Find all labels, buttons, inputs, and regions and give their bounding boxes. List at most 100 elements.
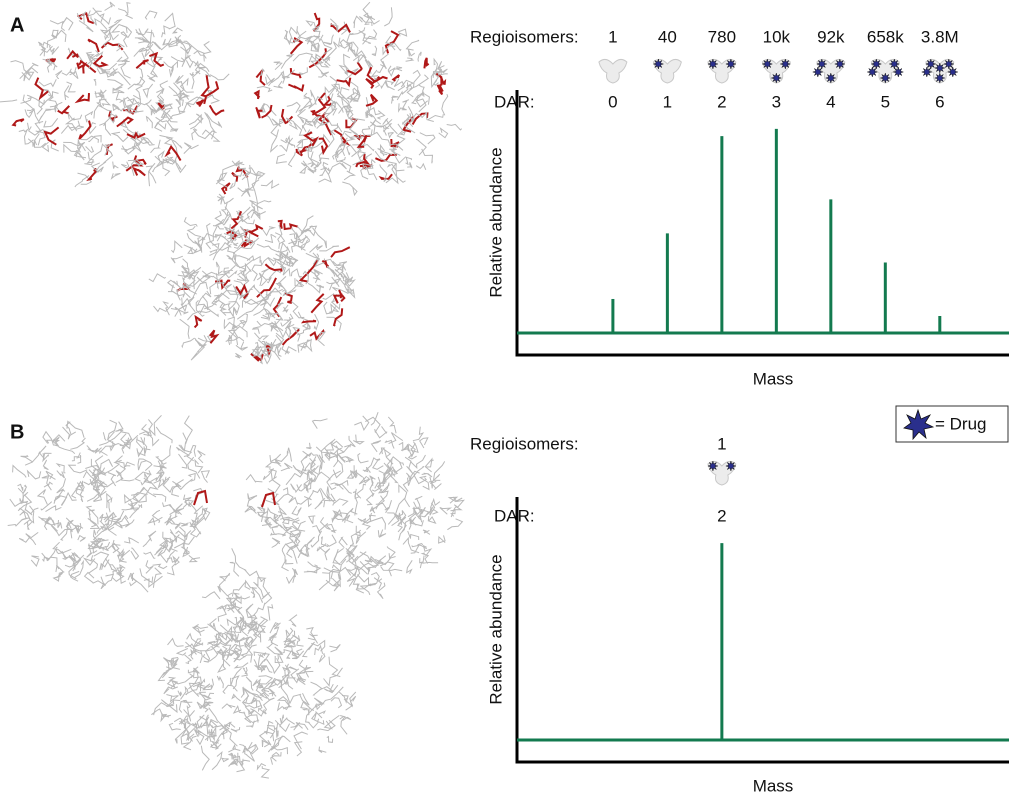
residue-highlight [311,92,327,116]
backbone [38,109,52,122]
backbone [121,503,135,511]
backbone [92,576,106,586]
backbone [182,283,197,299]
backbone [219,163,238,182]
backbone [352,153,373,166]
backbone [370,69,378,78]
backbone [74,175,90,188]
backbone [223,267,233,273]
backbone [397,512,407,525]
drug-star [866,66,879,78]
backbone [384,439,395,449]
backbone [306,465,319,481]
drug-star [888,58,901,70]
backbone [336,86,350,100]
backbone [287,151,296,168]
backbone [184,682,200,696]
backbone [394,66,403,72]
backbone [266,657,281,675]
backbone [331,573,341,588]
backbone [271,526,278,535]
residue-highlight [333,129,351,146]
regioisomer-count: 10k [763,27,791,46]
backbone [201,129,221,142]
backbone [42,452,52,463]
backbone [221,645,228,661]
backbone [313,702,322,711]
residue-highlight [256,277,277,298]
backbone [229,596,251,605]
backbone [152,56,164,61]
backbone [221,757,229,763]
backbone [305,20,317,28]
backbone [358,476,371,485]
backbone [261,519,271,530]
backbone [314,497,326,510]
backbone [357,151,367,161]
backbone [77,534,86,542]
backbone [121,161,130,169]
backbone [303,489,314,501]
backbone [154,121,167,132]
backbone [110,566,124,574]
backbone [90,481,105,488]
backbone [384,507,390,514]
backbone [325,579,340,592]
drug-star [933,72,946,84]
isomer-icon [761,58,792,84]
residue-highlight [280,108,294,125]
backbone [352,87,360,95]
backbone [339,39,351,52]
backbone [99,559,110,571]
backbone [260,68,265,77]
backbone [94,91,105,100]
backbone [187,668,200,674]
backbone [240,206,251,222]
backbone [267,288,283,300]
backbone [169,128,179,133]
backbone [147,516,163,526]
backbone [85,49,100,59]
backbone [169,529,178,543]
backbone [261,341,276,347]
residue-highlight [200,75,210,98]
backbone [131,486,157,498]
backbone [38,445,47,461]
backbone [253,206,261,221]
backbone [378,458,393,474]
backbone [197,237,205,245]
backbone [260,311,270,320]
backbone [318,746,327,754]
backbone [145,103,157,116]
backbone [293,741,303,757]
backbone [407,48,415,57]
backbone [398,483,411,508]
backbone [413,501,434,513]
backbone [207,640,220,648]
backbone [428,480,433,489]
backbone [195,300,205,317]
backbone [23,129,34,145]
residue-highlight [100,41,124,51]
backbone [324,448,339,460]
backbone [345,695,357,711]
backbone [310,530,323,548]
backbone [101,99,112,107]
residue-highlight [220,182,231,195]
residue-highlight [321,259,330,268]
backbone [307,720,325,729]
backbone [119,96,142,106]
backbone [270,119,282,138]
backbone [214,292,230,301]
backbone [182,499,195,508]
backbone [379,561,395,577]
backbone [184,272,194,280]
backbone [73,150,87,159]
backbone [332,260,350,281]
backbone [61,491,77,506]
backbone [156,150,165,167]
backbone [54,29,67,42]
backbone [258,272,268,287]
backbone [96,523,117,536]
backbone [268,287,282,296]
